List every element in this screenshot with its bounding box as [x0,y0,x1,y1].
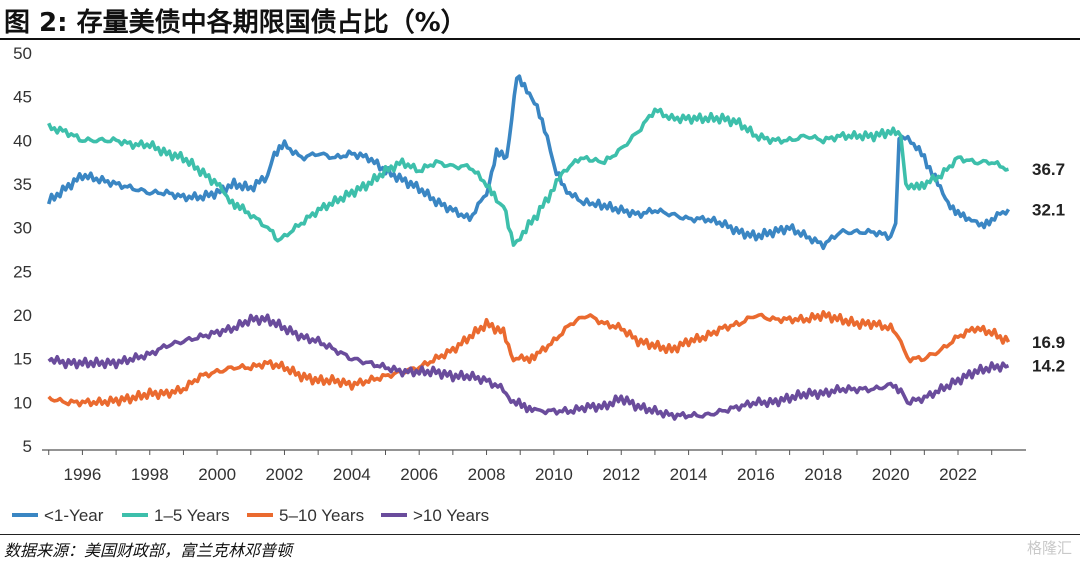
end-value-label: 14.2 [1032,357,1065,376]
end-value-label: 36.7 [1032,160,1065,179]
title-rule [0,38,1080,40]
series-line [47,313,1010,421]
x-tick-label: 2014 [670,465,708,484]
y-tick-label: 5 [23,437,32,456]
x-tick-label: 2012 [602,465,640,484]
chart-legend: <1-Year 1–5 Years 5–10 Years >10 Years [12,506,489,525]
x-tick-label: 1998 [131,465,169,484]
x-tick-label: 2006 [400,465,438,484]
source-note: 数据来源：美国财政部，富兰克林邓普顿 [4,541,293,560]
x-tick-label: 2018 [804,465,842,484]
y-tick-label: 50 [13,44,32,63]
watermark-logo: 格隆汇 [1026,539,1072,557]
x-tick-label: 2008 [468,465,506,484]
figure-title: 图 2: 存量美债中各期限国债占比（%） [4,8,467,38]
x-tick-label: 2004 [333,465,371,484]
end-labels: 32.1 36.7 16.9 14.2 [1032,160,1065,375]
series-line [46,74,1011,251]
y-tick-label: 45 [13,88,32,107]
y-tick-label: 35 [13,175,32,194]
y-tick-label: 15 [13,350,32,369]
x-tick-label: 2002 [266,465,304,484]
x-tick-label: 2000 [198,465,236,484]
series-line [47,107,1009,247]
series-layer [46,74,1011,421]
legend-label: <1-Year [44,506,104,525]
series-line [47,310,1011,408]
x-tick-label: 2022 [939,465,977,484]
y-tick-label: 20 [13,306,32,325]
legend-label: 1–5 Years [154,506,230,525]
chart-axes: 5 10 15 20 25 30 35 40 45 50 1996 1998 2000 2002 2004 2… [13,44,1026,484]
x-tick-label: 1996 [63,465,101,484]
legend-label: >10 Years [413,506,489,525]
x-tick-label: 2016 [737,465,775,484]
x-tick-label: 2020 [872,465,910,484]
y-tick-label: 40 [13,131,32,150]
end-value-label: 32.1 [1032,200,1065,219]
x-tick-label: 2010 [535,465,573,484]
y-tick-label: 10 [13,393,32,412]
line-chart: 5 10 15 20 25 30 35 40 45 50 1996 1998 2000 2002 2004 2… [12,44,1065,525]
y-tick-label: 30 [13,219,32,238]
source-rule [0,534,1080,535]
y-tick-label: 25 [13,262,32,281]
end-value-label: 16.9 [1032,333,1065,352]
legend-label: 5–10 Years [279,506,364,525]
